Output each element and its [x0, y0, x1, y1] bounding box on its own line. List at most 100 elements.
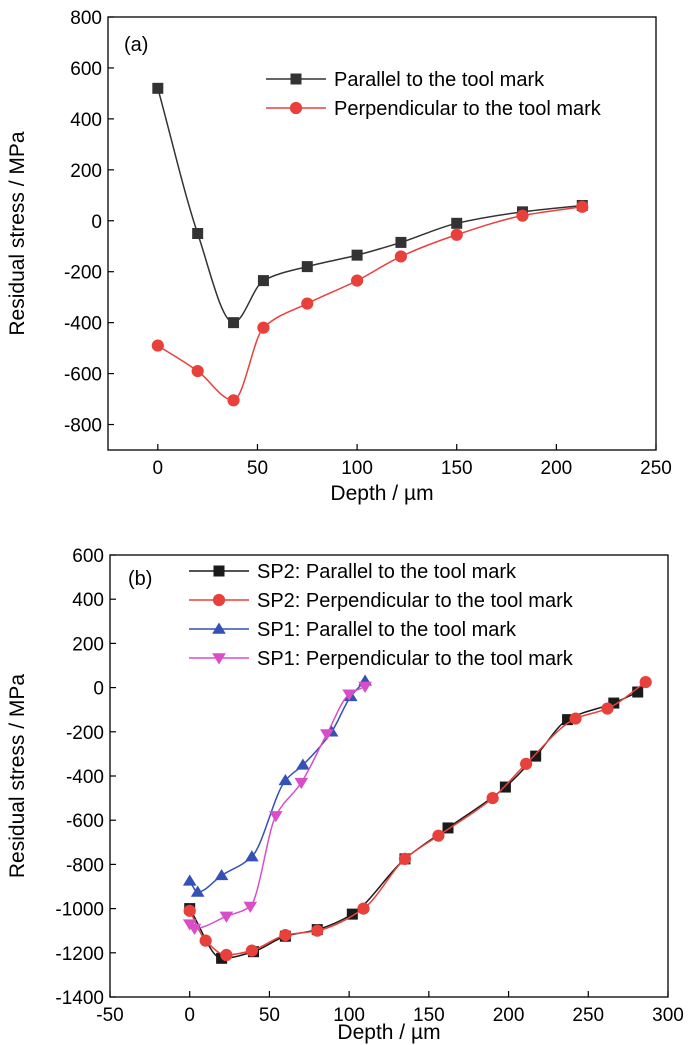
y-tick-label: 200 [72, 634, 104, 655]
x-axis-title: Depth / µm [330, 482, 433, 505]
y-tick-label: 600 [70, 59, 102, 80]
data-point [350, 274, 364, 287]
data-point [351, 249, 363, 261]
legend-marker [290, 73, 302, 85]
series-sp1-parallel-to-the-tool-mark [182, 674, 372, 897]
data-point [320, 729, 334, 741]
data-point [227, 394, 240, 407]
data-point [228, 317, 240, 329]
x-tick-label: 150 [413, 1005, 445, 1026]
legend-entry-label: Perpendicular to the tool mark [334, 98, 602, 120]
data-point [395, 236, 407, 248]
legend-marker [212, 653, 226, 665]
series-line [189, 691, 639, 960]
y-tick-label: 200 [70, 161, 102, 182]
data-point [245, 850, 259, 862]
data-point [182, 874, 197, 886]
series-sp2-perpendicular-to-the-tool-mark [183, 675, 652, 962]
data-point [346, 908, 358, 920]
data-point [151, 339, 164, 352]
legend-marker [289, 101, 303, 115]
series-line [189, 680, 366, 893]
y-tick-label: 400 [72, 590, 104, 611]
data-point [199, 934, 212, 947]
data-point [432, 829, 445, 842]
x-tick-label: 200 [541, 458, 573, 479]
data-point [245, 944, 258, 957]
x-tick-label: 200 [493, 1005, 525, 1026]
panel-label: (a) [124, 34, 148, 56]
data-point [398, 852, 412, 865]
data-point [450, 228, 463, 241]
data-point [219, 911, 234, 923]
data-point [516, 209, 529, 222]
x-tick-label: 100 [333, 1005, 365, 1026]
data-point [278, 773, 293, 786]
data-point [358, 681, 372, 693]
series-sp1-perpendicular-to-the-tool-mark [182, 681, 372, 935]
data-point [608, 697, 620, 709]
y-tick-label: 600 [72, 546, 104, 567]
data-point [569, 712, 582, 725]
legend-marker [212, 622, 226, 634]
data-point [301, 297, 314, 310]
data-point [562, 714, 574, 726]
y-tick-label: -600 [66, 811, 104, 832]
x-tick-label: 250 [640, 458, 672, 479]
data-point [294, 777, 309, 790]
data-point [296, 758, 310, 770]
data-point [451, 217, 463, 229]
plot-frame [107, 16, 657, 451]
legend: SP2: Parallel to the tool mark SP2: Perpe… [189, 561, 574, 670]
y-tick-label: -200 [64, 263, 102, 284]
data-point [357, 902, 370, 915]
data-point [220, 948, 233, 962]
data-point [442, 822, 454, 834]
y-tick-label: -800 [64, 416, 102, 437]
data-point [243, 901, 258, 913]
x-tick-label: 250 [572, 1005, 604, 1026]
y-tick-label: -400 [66, 767, 104, 788]
y-tick-label: 0 [93, 679, 104, 700]
data-point [486, 792, 499, 805]
legend-marker [213, 565, 225, 577]
y-tick-label: -1000 [55, 900, 104, 921]
data-point [192, 228, 204, 239]
y-tick-label: -600 [64, 365, 102, 386]
legend-entry-label: SP2: Perpendicular to the tool mark [257, 590, 574, 612]
data-point [520, 757, 533, 770]
data-point [191, 364, 204, 378]
legend-marker [212, 593, 226, 607]
legend-entry-label: Parallel to the tool mark [334, 69, 545, 91]
series-line [189, 685, 366, 930]
panel-label: (b) [128, 568, 152, 590]
y-tick-label: 800 [70, 8, 102, 29]
x-tick-label: 300 [652, 1005, 684, 1026]
data-point [530, 750, 542, 762]
data-point [499, 781, 511, 793]
x-tick-label: -50 [96, 1005, 123, 1026]
x-axis-title: Depth / µm [337, 1021, 440, 1044]
data-point [187, 923, 202, 935]
y-tick-label: -400 [64, 314, 102, 335]
data-point [257, 275, 269, 287]
data-point [190, 885, 205, 897]
chart-panel-b: -50 0 50 100 150 200 250 300 -1400 -1200 -1000 -800… [6, 546, 684, 1044]
series-line [157, 206, 583, 402]
x-tick-label: 50 [247, 458, 268, 479]
y-tick-label: 0 [91, 212, 102, 233]
y-tick-label: -1400 [55, 988, 104, 1009]
x-tick-label: 50 [259, 1005, 280, 1026]
x-tick-label: 100 [341, 458, 373, 479]
data-point [152, 82, 164, 94]
y-axis-title: Residual stress / MPa [6, 131, 29, 336]
data-point [214, 868, 229, 881]
data-point [342, 689, 356, 701]
legend: Parallel to the tool mark Perpendicular t… [266, 69, 602, 120]
data-point [279, 929, 292, 942]
data-point [576, 200, 589, 213]
y-axis-title: Residual stress / MPa [6, 674, 29, 879]
legend-entry-label: SP2: Parallel to the tool mark [257, 561, 517, 583]
y-tick-label: 400 [70, 110, 102, 131]
series-line [157, 88, 583, 324]
